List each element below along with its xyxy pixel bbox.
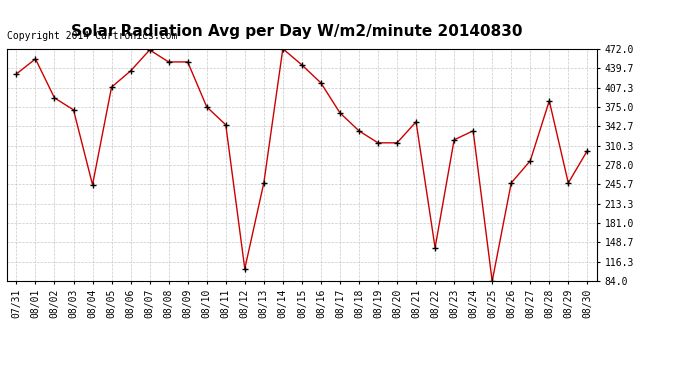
Text: Copyright 2014 Cartronics.com: Copyright 2014 Cartronics.com xyxy=(7,32,177,41)
Text: Radiation  (W/m2/Minute): Radiation (W/m2/Minute) xyxy=(433,31,574,41)
Text: Solar Radiation Avg per Day W/m2/minute 20140830: Solar Radiation Avg per Day W/m2/minute … xyxy=(71,24,522,39)
